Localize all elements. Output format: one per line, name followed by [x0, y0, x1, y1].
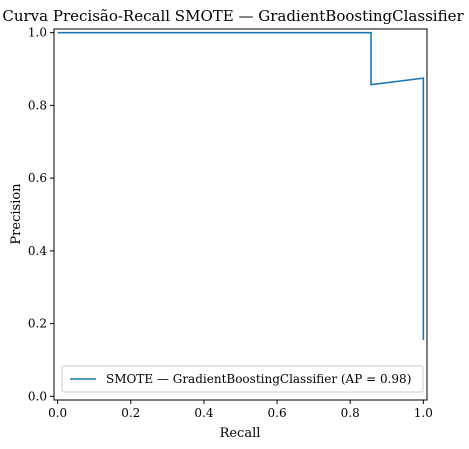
- y-tick-label: 0.8: [28, 98, 47, 112]
- y-tick-label: 0.0: [28, 389, 47, 403]
- x-axis-ticks: 0.0 0.2 0.4 0.6 0.8 1.0: [48, 400, 433, 420]
- x-tick-label: 0.4: [194, 406, 213, 420]
- y-axis-ticks: 0.0 0.2 0.4 0.6 0.8 1.0: [28, 26, 54, 403]
- x-tick-label: 0.2: [121, 406, 140, 420]
- x-tick-label: 1.0: [414, 406, 433, 420]
- legend-box: [61, 365, 424, 393]
- x-tick-label: 0.0: [48, 406, 67, 420]
- x-tick-label: 0.6: [268, 406, 287, 420]
- y-tick-label: 1.0: [28, 26, 47, 40]
- series-line: [57, 31, 425, 340]
- x-tick-label: 0.8: [341, 406, 360, 420]
- y-axis-label: Precision: [9, 183, 24, 245]
- legend-label: SMOTE — GradientBoostingClassifier (AP =…: [106, 372, 411, 386]
- legend: SMOTE — GradientBoostingClassifier (AP =…: [61, 365, 424, 393]
- chart-title: Curva Precisão-Recall SMOTE — GradientBo…: [2, 7, 464, 25]
- x-axis-label: Recall: [220, 426, 261, 441]
- y-tick-label: 0.2: [28, 317, 47, 331]
- y-tick-label: 0.6: [28, 171, 47, 185]
- y-tick-label: 0.4: [28, 244, 47, 258]
- plot-frame: [53, 28, 428, 401]
